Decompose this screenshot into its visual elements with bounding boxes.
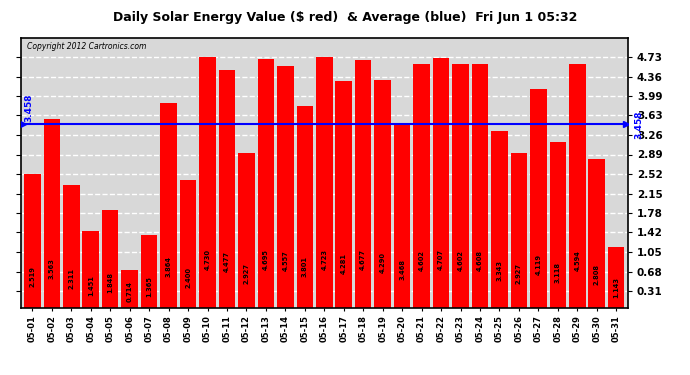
Text: 4.602: 4.602 [457, 250, 464, 271]
Text: 4.557: 4.557 [282, 251, 288, 271]
Bar [277, 66, 294, 308]
Text: 4.695: 4.695 [263, 249, 269, 270]
Text: Copyright 2012 Cartronics.com: Copyright 2012 Cartronics.com [27, 42, 146, 51]
Bar [433, 58, 449, 308]
Text: 3.343: 3.343 [496, 260, 502, 281]
Bar [549, 142, 566, 308]
Text: 3.563: 3.563 [49, 258, 55, 279]
Text: 4.723: 4.723 [322, 249, 327, 270]
Text: 1.848: 1.848 [107, 272, 113, 293]
Bar [83, 231, 99, 308]
Bar [335, 81, 352, 308]
Bar [141, 235, 157, 308]
Bar [199, 57, 216, 308]
Text: 4.477: 4.477 [224, 251, 230, 272]
Bar [121, 270, 138, 308]
Text: 2.927: 2.927 [516, 263, 522, 284]
Text: Daily Solar Energy Value ($ red)  & Average (blue)  Fri Jun 1 05:32: Daily Solar Energy Value ($ red) & Avera… [112, 11, 578, 24]
Text: 4.730: 4.730 [204, 249, 210, 270]
Text: 1.143: 1.143 [613, 278, 619, 298]
Text: 2.519: 2.519 [30, 267, 35, 288]
Text: 4.290: 4.290 [380, 252, 386, 273]
Text: 4.677: 4.677 [360, 249, 366, 270]
Bar [316, 57, 333, 308]
Bar [589, 159, 605, 308]
Text: 4.594: 4.594 [574, 250, 580, 271]
Bar [569, 64, 586, 308]
Bar [394, 124, 411, 308]
Bar [257, 59, 274, 308]
Text: 3.118: 3.118 [555, 262, 561, 283]
Text: 2.400: 2.400 [185, 267, 191, 288]
Bar [375, 80, 391, 308]
Bar [24, 174, 41, 308]
Bar [511, 153, 527, 308]
Bar [355, 60, 371, 308]
Bar [491, 130, 508, 308]
Text: 4.608: 4.608 [477, 250, 483, 271]
Text: 4.119: 4.119 [535, 254, 542, 275]
Text: 4.707: 4.707 [438, 249, 444, 270]
Bar [43, 119, 60, 308]
Text: 2.808: 2.808 [594, 264, 600, 285]
Bar [63, 185, 79, 308]
Text: 1.451: 1.451 [88, 275, 94, 296]
Text: 2.927: 2.927 [244, 263, 250, 284]
Text: 2.311: 2.311 [68, 268, 75, 289]
Bar [238, 153, 255, 308]
Text: 1.365: 1.365 [146, 276, 152, 297]
Text: 3.801: 3.801 [302, 256, 308, 278]
Bar [219, 70, 235, 308]
Text: 3.458: 3.458 [634, 110, 643, 139]
Bar [180, 180, 197, 308]
Bar [472, 63, 489, 308]
Text: 3.458: 3.458 [25, 93, 34, 122]
Text: 3.864: 3.864 [166, 256, 172, 277]
Text: 4.602: 4.602 [419, 250, 424, 271]
Text: 4.281: 4.281 [341, 252, 347, 273]
Bar [452, 64, 469, 308]
Bar [530, 89, 546, 308]
Bar [608, 247, 624, 308]
Bar [160, 103, 177, 308]
Bar [297, 106, 313, 307]
Text: 3.468: 3.468 [399, 259, 405, 280]
Bar [413, 64, 430, 308]
Text: 0.714: 0.714 [127, 281, 132, 302]
Bar [102, 210, 119, 308]
